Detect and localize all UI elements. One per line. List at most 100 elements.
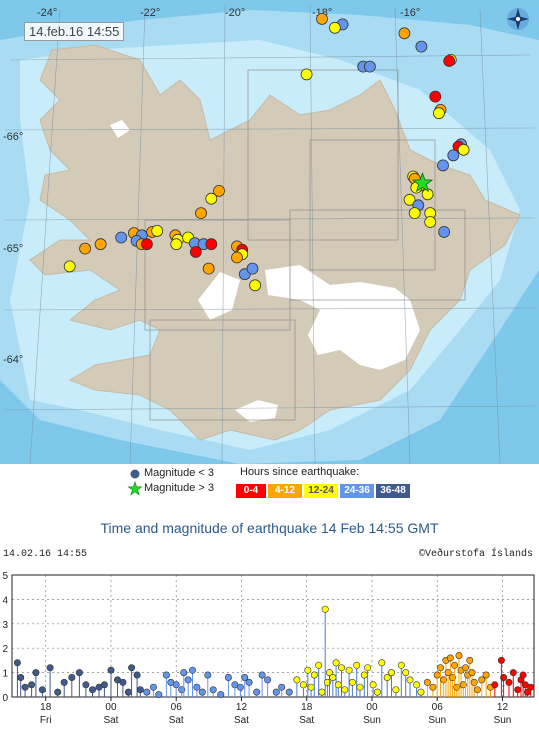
magnitude-point xyxy=(310,671,318,679)
hour-bin-24-36: 24-36 xyxy=(340,484,374,498)
legend xyxy=(127,469,143,496)
magnitude-point xyxy=(470,678,478,686)
x-tick-time: 00 xyxy=(366,702,378,713)
x-tick-day: Sun xyxy=(428,715,446,726)
magnitude-point xyxy=(433,671,441,679)
lon-label: -22° xyxy=(140,7,160,19)
magnitude-point xyxy=(500,673,508,681)
magnitude-point xyxy=(75,669,83,677)
magnitude-point xyxy=(198,688,206,696)
earthquake-marker xyxy=(398,27,411,40)
earthquake-marker xyxy=(328,21,341,34)
magnitude-point xyxy=(466,656,474,664)
earthquake-marker xyxy=(189,246,202,258)
magnitude-point xyxy=(245,678,253,686)
magnitude-point xyxy=(364,664,372,672)
magnitude-point xyxy=(482,671,490,679)
magnitude-point xyxy=(348,678,356,686)
magnitude-large-star-icon xyxy=(127,481,143,496)
magnitude-point xyxy=(236,683,244,691)
magnitude-point xyxy=(318,688,326,696)
magnitude-point xyxy=(82,681,90,689)
magnitude-point xyxy=(285,688,293,696)
magnitude-point xyxy=(172,681,180,689)
magnitude-point xyxy=(119,678,127,686)
lon-label: -20° xyxy=(225,7,245,19)
earthquake-marker xyxy=(424,216,437,228)
x-tick-time: 12 xyxy=(497,702,509,713)
magnitude-point xyxy=(341,686,349,694)
magnitude-point xyxy=(28,681,36,689)
magnitude-point xyxy=(60,678,68,686)
plot-credit: ©Veðurstofa Íslands xyxy=(419,546,533,560)
lon-label: -24° xyxy=(37,7,57,19)
magnitude-point xyxy=(315,661,323,669)
compass-icon[interactable] xyxy=(507,8,529,30)
earthquake-marker xyxy=(231,251,243,264)
legend-magnitude-large: Magnitude > 3 xyxy=(144,482,215,494)
magnitude-point xyxy=(272,688,280,696)
earthquake-marker xyxy=(447,149,460,162)
hour-bin-0-4: 0-4 xyxy=(236,484,266,498)
y-tick-label: 4 xyxy=(2,595,8,606)
magnitude-point xyxy=(38,686,46,694)
magnitude-point xyxy=(253,688,261,696)
y-axis-ticks: 0 1 2 3 4 5 xyxy=(2,571,8,704)
magnitude-point xyxy=(406,676,414,684)
magnitude-point xyxy=(461,664,469,672)
magnitude-point xyxy=(448,673,456,681)
magnitude-point xyxy=(13,659,21,667)
lon-label: -16° xyxy=(400,7,420,19)
earthquake-marker xyxy=(429,90,442,103)
magnitude-point xyxy=(519,671,527,679)
x-tick-day: Sun xyxy=(494,715,512,726)
glacier-myrdalsjokull xyxy=(235,400,278,422)
magnitude-point xyxy=(107,666,115,674)
magnitude-point xyxy=(323,678,331,686)
magnitude-point xyxy=(149,683,157,691)
magnitude-point xyxy=(143,688,151,696)
magnitude-point xyxy=(46,664,54,672)
magnitude-point xyxy=(505,678,513,686)
earthquake-marker xyxy=(438,226,451,238)
magnitude-point xyxy=(527,683,535,691)
magnitude-point xyxy=(224,673,232,681)
magnitude-point xyxy=(278,683,286,691)
magnitude-point xyxy=(204,671,212,679)
x-tick-time: 18 xyxy=(40,702,52,713)
magnitude-point xyxy=(387,669,395,677)
magnitude-point xyxy=(293,676,301,684)
y-tick-label: 3 xyxy=(2,620,8,631)
magnitude-point xyxy=(136,686,144,694)
plot-title: Time and magnitude of earthquake 14 Feb … xyxy=(100,520,439,536)
time-magnitude-chart: 14.02.16 14:55 ©Veðurstofa Íslands 01234… xyxy=(2,546,535,726)
magnitude-point xyxy=(217,691,225,699)
glacier-snaefellsjokull xyxy=(110,120,130,138)
magnitude-point xyxy=(124,688,132,696)
magnitude-point xyxy=(264,676,272,684)
magnitude-point xyxy=(497,656,505,664)
graticule xyxy=(4,4,536,464)
earthquake-marker xyxy=(363,60,376,73)
x-tick-time: 00 xyxy=(105,702,117,713)
earthquake-marker xyxy=(437,159,449,172)
plot-frame xyxy=(11,574,535,698)
magnitude-point xyxy=(369,681,377,689)
magnitude-point xyxy=(423,678,431,686)
magnitude-point xyxy=(89,686,97,694)
magnitude-point xyxy=(100,681,108,689)
earthquake-marker xyxy=(202,262,215,275)
magnitude-point xyxy=(304,666,312,674)
earthquake-marker xyxy=(246,262,259,275)
earthquake-marker xyxy=(403,193,416,206)
earthquake-marker xyxy=(432,107,445,120)
x-axis-ticks: 18 Fri 00 Sat 06 Sat 12 Sat 18 Sat 00 Sun 06 Sun 12 Sun xyxy=(40,697,511,726)
lat-label: -66° xyxy=(3,131,23,143)
magnitude-point xyxy=(429,683,437,691)
earthquake-marker xyxy=(415,40,428,53)
earthquake-marker xyxy=(457,143,470,156)
magnitude-point xyxy=(491,681,499,689)
magnitude-point xyxy=(258,671,266,679)
lat-label: -64° xyxy=(3,354,23,366)
earthquake-marker xyxy=(300,68,313,81)
